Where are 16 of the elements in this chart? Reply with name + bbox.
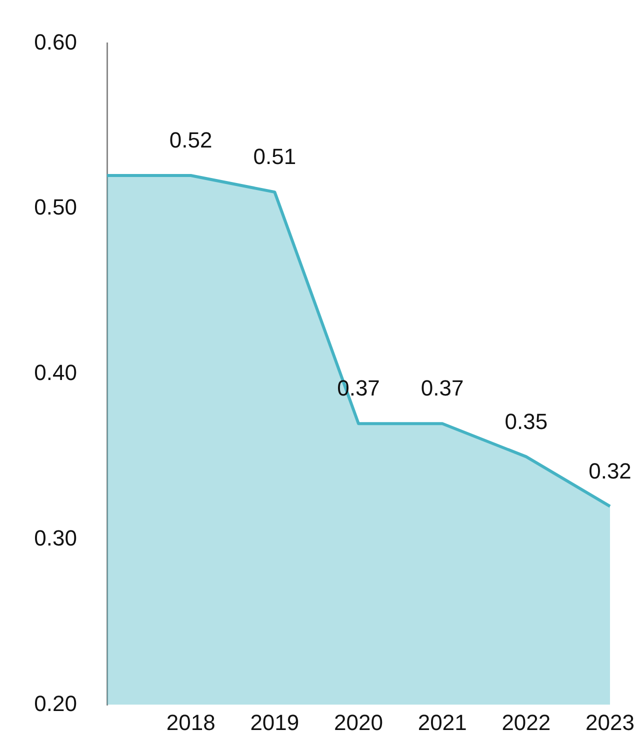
x-tick-label: 2018 (166, 710, 216, 736)
y-tick-label: 0.20 (34, 690, 77, 716)
x-tick-label: 2022 (502, 710, 551, 736)
data-label: 0.51 (253, 144, 296, 170)
data-label: 0.32 (588, 458, 632, 484)
x-tick-label: 2020 (334, 710, 383, 736)
data-label: 0.35 (504, 408, 548, 434)
x-tick-label: 2021 (418, 710, 467, 736)
y-tick-label: 0.30 (34, 525, 77, 550)
x-tick-label: 2023 (586, 710, 634, 736)
data-label: 0.52 (169, 128, 212, 153)
y-tick-label: 0.60 (34, 29, 77, 54)
x-tick-label: 2019 (250, 710, 300, 736)
y-tick-label: 0.40 (34, 360, 77, 386)
y-tick-label: 0.50 (34, 194, 77, 220)
data-label: 0.37 (420, 376, 464, 401)
